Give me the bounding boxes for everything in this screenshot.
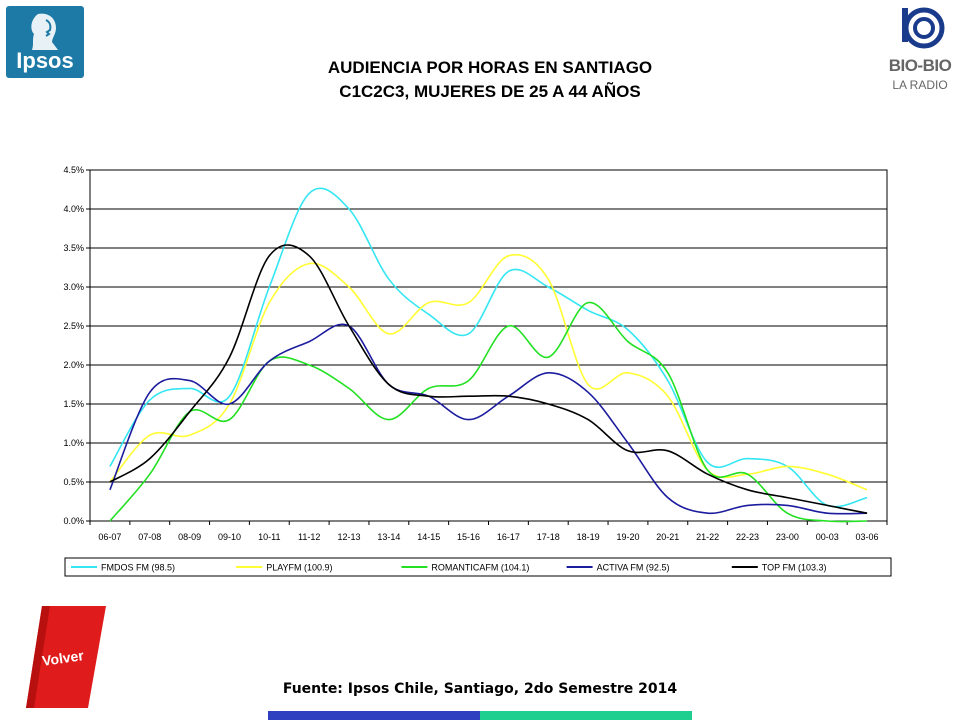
legend-label-3: ROMANTICAFM (104.1) xyxy=(431,563,529,573)
x-tick-label: 10-11 xyxy=(258,532,280,542)
y-tick-label: 3.5% xyxy=(63,243,84,253)
ipsos-logo: Ipsos xyxy=(6,6,84,78)
y-tick-label: 1.5% xyxy=(63,399,84,409)
series-line-1 xyxy=(109,187,868,508)
y-tick-label: 0.5% xyxy=(63,477,84,487)
series-line-3 xyxy=(109,301,868,523)
y-tick-label: 2.5% xyxy=(63,321,84,331)
x-tick-label: 21-22 xyxy=(696,532,719,542)
source-note: Fuente: Ipsos Chile, Santiago, 2do Semes… xyxy=(282,681,678,697)
y-tick-label: 0.0% xyxy=(63,516,84,526)
legend-label-5: TOP FM (103.3) xyxy=(762,563,827,573)
x-tick-label: 09-10 xyxy=(218,532,241,542)
x-tick-label: 18-19 xyxy=(577,532,600,542)
x-tick-label: 20-21 xyxy=(656,532,679,542)
x-tick-label: 13-14 xyxy=(377,532,400,542)
x-tick-label: 23-00 xyxy=(776,532,799,542)
x-tick-label: 11-12 xyxy=(298,532,320,542)
plot-area xyxy=(89,169,888,522)
x-tick-label: 15-16 xyxy=(457,532,480,542)
series-line-4 xyxy=(109,323,868,515)
legend-box xyxy=(64,557,892,577)
chart-title-line-2: C1C2C3, MUJERES DE 25 A 44 AÑOS xyxy=(339,82,641,101)
ipsos-face-icon xyxy=(31,13,58,50)
y-tick-label: 4.5% xyxy=(63,165,84,175)
volver-button[interactable] xyxy=(24,604,134,714)
x-tick-label: 08-09 xyxy=(178,532,201,542)
legend-label-4: ACTIVA FM (92.5) xyxy=(597,563,670,573)
x-tick-label: 17-18 xyxy=(537,532,560,542)
ipsos-logo-text: Ipsos xyxy=(16,48,74,73)
biobio-radio-icon xyxy=(902,7,945,49)
x-tick-label: 07-08 xyxy=(138,532,161,542)
series-line-5 xyxy=(109,244,868,514)
footer-bar-green xyxy=(480,711,692,720)
y-tick-label: 2.0% xyxy=(63,360,84,370)
x-tick-label: 00-03 xyxy=(816,532,839,542)
y-tick-label: 3.0% xyxy=(63,282,84,292)
footer-bar-blue xyxy=(268,711,480,720)
series-line-2 xyxy=(109,253,868,491)
x-tick-label: 22-23 xyxy=(736,532,759,542)
legend-label-1: FMDOS FM (98.5) xyxy=(101,563,175,573)
biobio-logo-text: BIO-BIO xyxy=(888,56,952,75)
x-tick-label: 03-06 xyxy=(856,532,879,542)
y-tick-label: 4.0% xyxy=(63,204,84,214)
x-tick-label: 14-15 xyxy=(417,532,440,542)
x-tick-label: 19-20 xyxy=(616,532,639,542)
x-tick-label: 16-17 xyxy=(497,532,520,542)
chart-title-line-1: AUDIENCIA POR HORAS EN SANTIAGO xyxy=(327,58,653,77)
biobio-logo-subtext: LA RADIO xyxy=(892,78,948,92)
x-tick-label: 12-13 xyxy=(338,532,361,542)
legend-label-2: PLAYFM (100.9) xyxy=(266,563,332,573)
x-tick-label: 06-07 xyxy=(98,532,121,542)
biobio-logo: BIO-BIO LA RADIO xyxy=(884,6,956,102)
y-tick-label: 1.0% xyxy=(63,438,84,448)
